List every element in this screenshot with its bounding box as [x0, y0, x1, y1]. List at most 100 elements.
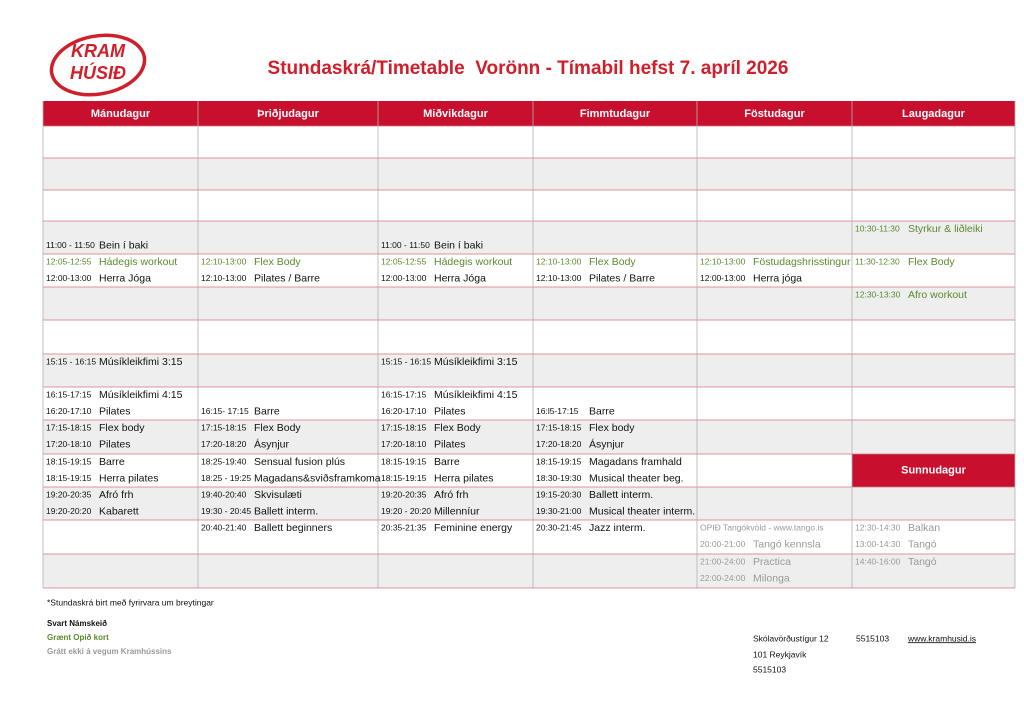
class-time: 18:30-19:30 — [536, 473, 582, 483]
class-name: Afró frh — [434, 489, 469, 501]
class-time: 19:20-20:35 — [46, 489, 92, 499]
class-name: Barre — [434, 456, 460, 468]
class-name: Balkan — [908, 522, 940, 534]
row-band — [43, 254, 1015, 287]
class-time: 19:30-21:00 — [536, 506, 582, 516]
logo-ring — [49, 33, 147, 97]
row-band — [43, 520, 1015, 554]
logo-text: HÚSIÐ — [70, 62, 126, 83]
class-name: Pilates / Barre — [254, 272, 320, 284]
class-time: 12:00-13:00 — [46, 273, 92, 283]
class-time: 19:20-20:35 — [381, 489, 427, 499]
logo-text: KRAM — [71, 41, 126, 61]
class-name: Musical theater interm. — [589, 505, 695, 517]
class-name: Sensual fusion plús — [254, 456, 345, 468]
class-name: Pilates — [99, 438, 131, 450]
class-name: Flex body — [99, 422, 145, 434]
class-name: Pilates — [99, 405, 131, 417]
phone: 5515103 — [856, 633, 889, 643]
class-time: 16:20-17:10 — [381, 406, 427, 416]
class-time: 16:l5-17:15 — [536, 406, 579, 416]
website[interactable]: www.kramhusid.is — [907, 633, 976, 643]
day-header: Mánudagur — [91, 108, 151, 120]
class-time: 18:25 - 19:25 — [201, 473, 251, 483]
class-time: 16:20-17:10 — [46, 406, 92, 416]
class-name: Herra pilates — [99, 472, 159, 484]
class-name: Ásynjur — [254, 437, 290, 450]
class-name: Millenníur — [434, 505, 480, 517]
class-time: 10:30-11:30 — [855, 223, 900, 233]
class-name: Barre — [254, 405, 280, 417]
class-name: Afro workout — [908, 289, 967, 301]
class-time: 17:15-18:15 — [536, 422, 582, 432]
day-header: Laugadagur — [902, 108, 966, 120]
header-bar — [43, 101, 1015, 126]
row-band — [43, 354, 1015, 387]
class-time: 18:15-19:15 — [536, 456, 582, 466]
class-time: 12:05-12:55 — [46, 256, 92, 266]
class-name: Herra Jóga — [434, 272, 486, 284]
class-time: 20:40-21:40 — [201, 522, 247, 532]
class-name: Flex Body — [589, 256, 636, 268]
class-name: Barre — [589, 405, 615, 417]
class-time: 17:20-18:10 — [46, 439, 92, 449]
class-time: 11:00 - 11:50 — [381, 240, 430, 250]
class-time: 13:00-14:30 — [855, 539, 901, 549]
class-name: Tangó kennsla — [753, 538, 821, 550]
class-time: 22:00-24:00 — [700, 573, 746, 583]
class-name: Hádegis workout — [434, 256, 512, 268]
class-name: Flex Body — [254, 256, 301, 268]
class-time: 12:10-13:00 — [536, 273, 582, 283]
class-name: Kabarett — [99, 505, 139, 517]
class-time: 17:20-18:10 — [381, 439, 427, 449]
class-time: 18:15-19:15 — [381, 473, 427, 483]
day-header: Þriðjudagur — [257, 108, 319, 120]
class-name: Skvisulæti — [254, 489, 302, 501]
class-name: Feminine energy — [434, 522, 513, 534]
row-band — [43, 190, 1015, 221]
class-time: 19:40-20:40 — [201, 489, 247, 499]
class-name: Milonga — [753, 572, 790, 584]
class-name: Ballett beginners — [254, 522, 332, 534]
class-name: Flex body — [589, 422, 635, 434]
class-time: 12:00-13:00 — [700, 273, 746, 283]
class-name: Herra pilates — [434, 472, 494, 484]
class-time: 19:15-20:30 — [536, 489, 582, 499]
class-name: Styrkur & liðleiki — [908, 223, 983, 235]
class-time: OPIÐ Tangókvöld - www.tango.is — [700, 522, 824, 532]
class-name: Músíkleikfimi 3:15 — [99, 356, 183, 368]
class-time: 19:30 - 20:45 — [201, 506, 251, 516]
row-band — [43, 320, 1015, 354]
class-time: 17:20-18:20 — [536, 439, 582, 449]
class-time: 12:05-12:55 — [381, 256, 427, 266]
class-time: 14:40-16:00 — [855, 556, 901, 566]
class-name: Magadans&sviðsframkoma — [254, 472, 381, 484]
legend-entry: Grátt ekki á vegum Kramhússins — [47, 647, 172, 656]
class-time: 11:00 - 11:50 — [46, 240, 95, 250]
row-band — [43, 287, 1015, 320]
class-time: 21:00-24:00 — [700, 556, 746, 566]
address: Skólavörðustígur 12 — [753, 633, 829, 643]
class-time: 19:20-20:20 — [46, 506, 92, 516]
day-header: Miðvikdagur — [423, 108, 489, 120]
row-band — [43, 126, 1015, 158]
class-name: Pilates — [434, 405, 466, 417]
row-band — [43, 487, 1015, 520]
class-time: 18:15-19:15 — [381, 456, 427, 466]
class-name: Ásynjur — [589, 437, 625, 450]
class-name: Tangó — [908, 538, 937, 550]
page-title: Stundaskrá/Timetable Vorönn - Tímabil he… — [268, 58, 789, 79]
class-name: Bein í baki — [99, 239, 148, 251]
class-name: Flex Body — [434, 422, 481, 434]
class-time: 20:00-21:00 — [700, 539, 746, 549]
class-name: Ballett interm. — [254, 505, 318, 517]
class-name: Musical theater beg. — [589, 472, 684, 484]
row-band — [43, 420, 1015, 454]
class-name: Magadans framhald — [589, 456, 682, 468]
class-time: 17:15-18:15 — [381, 422, 427, 432]
class-time: 12:10-13:00 — [700, 256, 746, 266]
row-band — [43, 387, 1015, 420]
row-band — [43, 158, 1015, 190]
class-time: 12:10-13:00 — [201, 273, 247, 283]
